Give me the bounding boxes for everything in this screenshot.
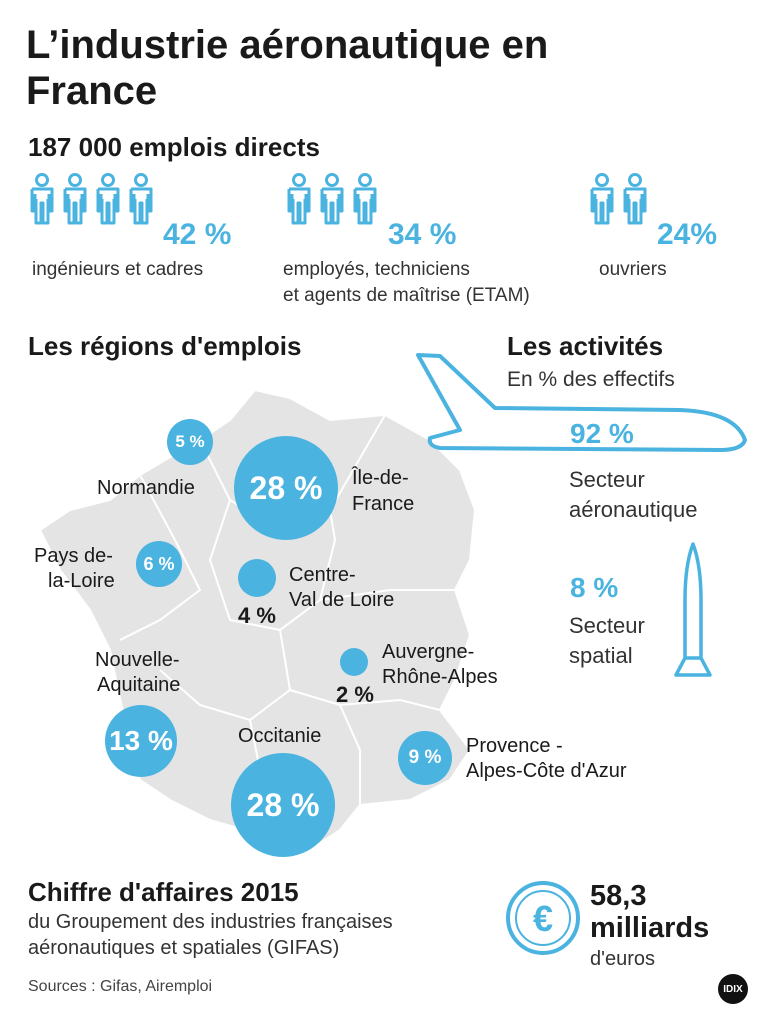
label-paca-line1: Provence -	[466, 735, 563, 757]
person-icon-group-etam	[287, 173, 377, 225]
label-normandie: Normandie	[97, 477, 195, 499]
aero-label-line2: aéronautique	[569, 497, 698, 522]
bubble-normandie: 5 %	[167, 419, 213, 465]
regions-heading: Les régions d'emplois	[28, 331, 302, 361]
label-pays-de-la-loire-line1: Pays de-	[34, 545, 113, 567]
bubble-nouvelle-aquitaine: 13 %	[105, 705, 177, 777]
page-title: L’industrie aéronautique en France	[26, 23, 549, 113]
jobs-total: 187 000 emplois directs	[28, 132, 320, 162]
bubble-paca: 9 %	[398, 731, 452, 785]
revenue-value: 58,3	[590, 880, 647, 912]
pct-auvergne-rhone-alpes: 2 %	[336, 682, 374, 707]
label-centre-line2: Val de Loire	[289, 589, 395, 611]
workers-label: ouvriers	[599, 259, 667, 280]
svg-text:€: €	[533, 898, 553, 939]
label-ile-de-france-line1: Île-de-	[352, 467, 409, 489]
bubble-occitanie: 28 %	[231, 753, 335, 857]
pct-centre-val-de-loire: 4 %	[238, 603, 276, 628]
activities-heading: Les activités	[507, 331, 664, 361]
aero-label-line1: Secteur	[569, 467, 645, 492]
etam-label-line2: et agents de maîtrise (ETAM)	[283, 285, 530, 306]
person-icon-group-workers	[590, 173, 647, 225]
label-auvergne-line1: Auvergne-	[382, 641, 475, 663]
bubble-auvergne-rhone-alpes	[340, 648, 368, 676]
engineers-label: ingénieurs et cadres	[32, 259, 204, 280]
workers-pct: 24%	[657, 218, 718, 251]
person-icon-group-engineers	[30, 173, 153, 225]
etam-pct: 34 %	[388, 218, 457, 251]
label-pays-de-la-loire-line2: la-Loire	[48, 570, 115, 592]
revenue-unit: milliards	[590, 912, 710, 944]
label-nouvelle-aquitaine-line2: Aquitaine	[97, 674, 181, 696]
engineers-pct: 42 %	[163, 218, 232, 251]
idix-logo: IDIX	[718, 974, 748, 1004]
bubble-centre-val-de-loire	[238, 559, 276, 597]
label-ile-de-france-line2: France	[352, 493, 415, 515]
revenue-line1: du Groupement des industries françaises	[28, 911, 393, 933]
label-paca-line2: Alpes-Côte d'Azur	[466, 760, 627, 782]
label-occitanie: Occitanie	[238, 725, 322, 747]
euro-coin-icon: €	[506, 881, 580, 955]
activities-subheading: En % des effectifs	[507, 368, 675, 391]
space-label-line2: spatial	[569, 643, 633, 668]
rocket-icon	[674, 542, 712, 677]
bubble-ile-de-france: 28 %	[234, 436, 338, 540]
revenue-line2: aéronautiques et spatiales (GIFAS)	[28, 937, 340, 959]
space-pct: 8 %	[570, 572, 619, 603]
aero-pct: 92 %	[570, 418, 634, 449]
sources: Sources : Gifas, Airemploi	[28, 978, 213, 995]
revenue-heading: Chiffre d'affaires 2015	[28, 877, 299, 907]
bubble-pays-de-la-loire: 6 %	[136, 541, 182, 587]
etam-label-line1: employés, techniciens	[283, 259, 470, 280]
revenue-currency: d'euros	[590, 948, 655, 970]
space-label-line1: Secteur	[569, 613, 645, 638]
label-centre-line1: Centre-	[289, 564, 356, 586]
label-auvergne-line2: Rhône-Alpes	[382, 666, 498, 688]
label-nouvelle-aquitaine-line1: Nouvelle-	[95, 649, 180, 671]
airplane-icon	[416, 353, 747, 452]
